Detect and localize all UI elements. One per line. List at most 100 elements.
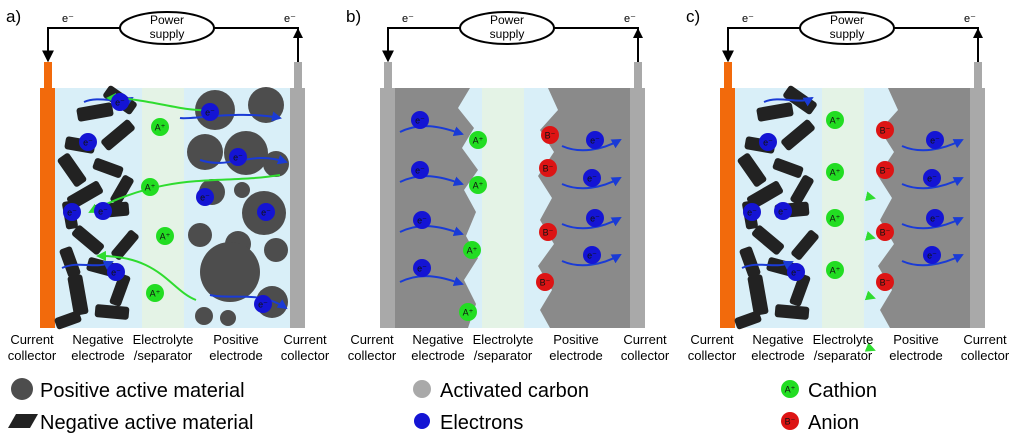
wire-arrow [973,28,983,38]
region-label: Electrolyte [133,332,194,347]
wire [894,28,978,62]
wire [554,28,638,62]
electron-label: e⁻ [98,207,108,217]
electron-label: e⁻ [930,214,940,224]
electron-label: e⁻ [778,207,788,217]
power-supply-label: supply [490,27,525,41]
electron-label: e⁻ [590,136,600,146]
region-label: Positive [553,332,599,347]
region-label: Electrolyte [813,332,874,347]
electron-label: e⁻ [417,216,427,226]
power-supply-label: Power [490,13,524,27]
collector-tab [294,62,302,88]
region-label: Negative [752,332,803,347]
region-label: electrode [889,348,942,363]
cation-label: A⁺ [830,214,841,224]
positive-material [188,223,212,247]
panel-label: c) [686,7,700,26]
cation-label: A⁺ [155,123,166,133]
legend-label: Negative active material [40,412,253,434]
legend-label: Positive active material [40,380,245,402]
collector-tab [724,62,732,88]
separator [482,88,524,328]
page: a)e⁻e⁻Powersupplye⁻e⁻e⁻e⁻e⁻e⁻e⁻e⁻e⁻e⁻A⁺A… [0,0,1014,439]
cation-label: A⁺ [150,289,161,299]
figure: a)e⁻e⁻Powersupplye⁻e⁻e⁻e⁻e⁻e⁻e⁻e⁻e⁻e⁻A⁺A… [0,0,1014,434]
electron-label: e⁻ [115,98,125,108]
legend-label: Activated carbon [440,380,589,402]
region-label: collector [8,348,57,363]
cation-label: A⁺ [463,308,474,318]
region-label: Positive [893,332,939,347]
collector-tab [634,62,642,88]
power-supply-label: supply [150,27,185,41]
power-supply-label: Power [830,13,864,27]
panel-label: b) [346,7,361,26]
activated-carbon [538,88,630,328]
anion-label: B⁻ [545,131,556,141]
anion-label: B⁻ [785,417,796,427]
region-label: collector [281,348,330,363]
region-label: electrode [751,348,804,363]
electron-label: e⁻ [83,138,93,148]
legend-icon [11,378,33,400]
cation-label: A⁺ [160,232,171,242]
electron-label: e⁻ [258,300,268,310]
wire-electron-label: e⁻ [402,13,414,25]
region-label: collector [688,348,737,363]
wire [48,28,120,60]
electron-label: e⁻ [927,251,937,261]
power-supply-label: supply [830,27,865,41]
current-collector [630,88,645,328]
region-label: Current [963,332,1007,347]
wire-arrow [293,28,303,38]
electron-label: e⁻ [930,136,940,146]
region-label: Electrolyte [473,332,534,347]
region-label: Negative [412,332,463,347]
anion-label: B⁻ [880,228,891,238]
wire-electron-label: e⁻ [964,13,976,25]
electron-label: e⁻ [67,208,77,218]
region-label: Current [690,332,734,347]
cation-label: A⁺ [785,385,796,395]
electron-label: e⁻ [200,193,210,203]
electron-label: e⁻ [587,251,597,261]
positive-material [200,242,260,302]
region-label: Current [283,332,327,347]
region-label: electrode [71,348,124,363]
electron-label: e⁻ [233,153,243,163]
electron-label: e⁻ [791,268,801,278]
current-collector [970,88,985,328]
electron-label: e⁻ [590,214,600,224]
legend-icon [8,414,38,428]
electron-label: e⁻ [927,174,937,184]
legend-icon [413,380,431,398]
anion-label: B⁻ [880,126,891,136]
region-label: electrode [209,348,262,363]
region-label: collector [348,348,397,363]
cation-label: A⁺ [145,183,156,193]
wire [214,28,298,62]
anion-label: B⁻ [543,164,554,174]
anion-label: B⁻ [540,278,551,288]
region-label: Positive [213,332,259,347]
electron-label: e⁻ [415,116,425,126]
cation-label: A⁺ [830,168,841,178]
positive-material [187,134,223,170]
legend-icon [414,413,430,429]
cation-label: A⁺ [473,136,484,146]
current-collector [290,88,305,328]
panel-label: a) [6,7,21,26]
current-collector [40,88,55,328]
electron-label: e⁻ [205,108,215,118]
positive-material [195,307,213,325]
collector-tab [384,62,392,88]
wire-electron-label: e⁻ [62,13,74,25]
region-label: /separator [134,348,193,363]
electron-label: e⁻ [587,174,597,184]
region-label: Current [10,332,54,347]
legend-label: Electrons [440,412,523,434]
anion-label: B⁻ [880,278,891,288]
region-label: /separator [474,348,533,363]
wire-electron-label: e⁻ [284,13,296,25]
